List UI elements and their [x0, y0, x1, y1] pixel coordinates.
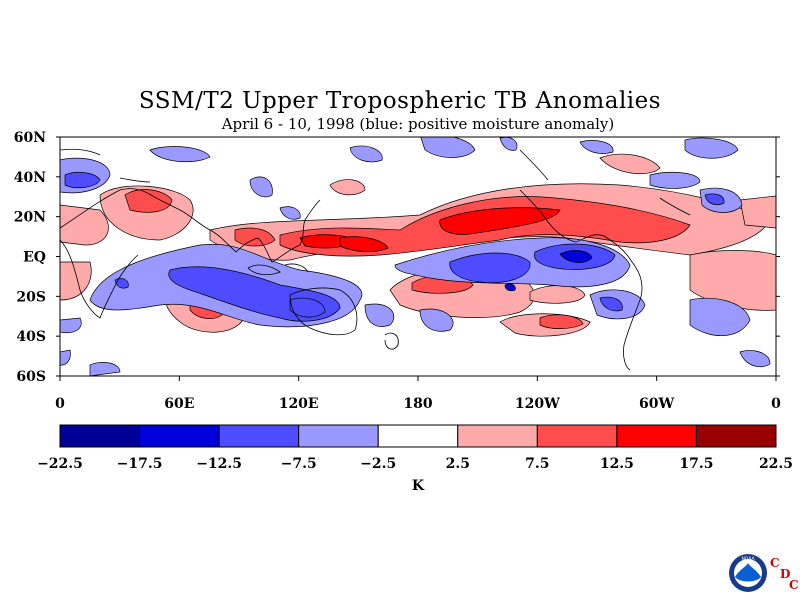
colorbar-tick-labels: −22.5 −17.5 −12.5 −7.5 −2.5 2.5 7.5 12.5 17.5 22.… — [37, 456, 793, 472]
colorbar-swatch — [616, 424, 697, 448]
logo-text: NOAA — [741, 556, 755, 562]
colorbar-swatch — [59, 424, 141, 448]
noaa-logo-icon: NOAA — [729, 554, 767, 592]
lat-label: 20N — [14, 210, 46, 226]
colorbar-tick-label: −12.5 — [196, 456, 242, 472]
medium-blue-regions — [64, 171, 725, 322]
latitude-axis: 60N 40N 20N EQ 20S 40S 60S — [14, 130, 780, 385]
lon-label: 180 — [403, 396, 432, 412]
lat-label: 60N — [14, 130, 46, 146]
lon-label: 120E — [279, 396, 319, 412]
colorbar-tick-label: −22.5 — [37, 456, 83, 472]
colorbar-swatch — [695, 424, 777, 448]
longitude-axis: 0 60E 120E 180 120W 60W 0 — [55, 376, 781, 412]
strong-red-regions — [299, 207, 561, 252]
lat-label: EQ — [23, 250, 46, 266]
lon-label: 0 — [771, 396, 781, 412]
anomaly-map — [60, 137, 776, 376]
colorbar-swatch — [298, 424, 379, 448]
lat-label: 20S — [16, 289, 46, 305]
logo-letter-c2: C — [789, 578, 799, 592]
colorbar-swatch — [139, 424, 220, 448]
colorbar-swatch — [218, 424, 300, 448]
colorbar-tick-label: 22.5 — [759, 456, 793, 472]
colorbar-swatch — [457, 424, 538, 448]
colorbar-tick-label: 12.5 — [600, 456, 634, 472]
colorbar-tick-label: 2.5 — [446, 456, 470, 472]
lon-label: 60E — [164, 396, 194, 412]
lat-label: 40N — [14, 170, 46, 186]
logo-letter-c1: C — [770, 556, 780, 570]
logo-letter-d: D — [780, 567, 791, 581]
colorbar-swatch — [377, 424, 459, 448]
colorbar-swatch — [536, 424, 618, 448]
colorbar-tick-label: 7.5 — [525, 456, 549, 472]
lon-label: 0 — [55, 396, 65, 412]
page-title: SSM/T2 Upper Tropospheric TB Anomalies — [138, 88, 662, 114]
coastlines — [60, 148, 691, 371]
colorbar — [59, 424, 777, 448]
lat-label: 60S — [16, 369, 46, 385]
lon-label: 120W — [515, 396, 560, 412]
colorbar-tick-label: 17.5 — [679, 456, 713, 472]
lat-label: 40S — [16, 329, 46, 345]
colorbar-tick-label: −17.5 — [117, 456, 163, 472]
colorbar-tick-label: −7.5 — [281, 456, 317, 472]
colorbar-tick-label: −2.5 — [360, 456, 396, 472]
dark-blue-regions — [504, 250, 593, 292]
colorbar-unit: K — [412, 478, 425, 494]
lon-label: 60W — [639, 396, 674, 412]
page-subtitle: April 6 - 10, 1998 (blue: positive moist… — [221, 115, 615, 133]
